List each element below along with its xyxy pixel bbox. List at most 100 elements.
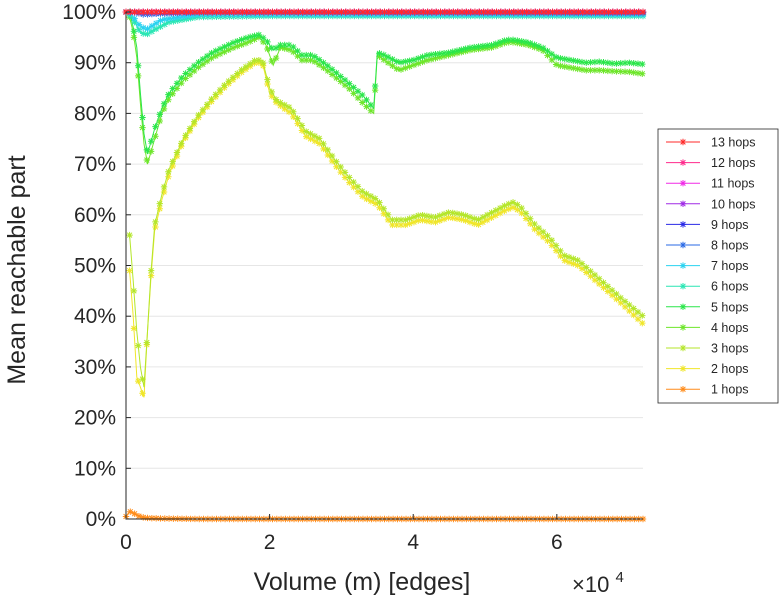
series-marker-4-hops [574, 65, 581, 73]
series-marker-2-hops [389, 221, 396, 229]
series-marker-13-hops [273, 8, 280, 16]
legend-item-13-hops: 13 hops [666, 136, 755, 150]
series-marker-2-hops [595, 280, 603, 288]
legend-item-10-hops: 10 hops [666, 197, 755, 211]
y-tick-label: 80% [74, 102, 116, 125]
series-marker-13-hops [394, 8, 401, 16]
series-marker-1-hops [144, 514, 151, 522]
series-marker-4-hops [350, 90, 357, 97]
series-marker-5-hops [371, 82, 379, 90]
series-marker-5-hops [160, 100, 168, 107]
series-marker-13-hops [433, 8, 440, 16]
series-marker-5-hops [634, 60, 642, 67]
series-marker-5-hops [281, 41, 288, 49]
series-marker-3-hops [380, 205, 387, 212]
series-marker-2-hops [354, 188, 362, 195]
series-marker-4-hops [410, 61, 418, 69]
series-marker-7-hops [140, 24, 147, 31]
series-marker-13-hops [372, 8, 380, 16]
series-marker-4-hops [570, 64, 577, 72]
series-marker-5-hops [242, 34, 250, 42]
series-marker-3-hops [531, 220, 538, 228]
series-marker-5-hops [505, 36, 512, 44]
series-marker-2-hops [384, 216, 392, 224]
series-marker-4-hops [328, 71, 336, 78]
series-marker-5-hops [238, 36, 245, 43]
series-marker-4-hops [402, 64, 409, 72]
series-marker-3-hops [285, 103, 293, 111]
series-marker-4-hops [234, 43, 241, 50]
series-marker-4-hops [432, 55, 439, 62]
series-marker-13-hops [183, 8, 190, 16]
series-marker-13-hops [519, 8, 526, 16]
series-marker-13-hops [320, 8, 328, 16]
series-marker-5-hops [423, 52, 431, 59]
series-marker-2-hops [268, 92, 275, 100]
series-marker-5-hops [203, 52, 211, 60]
series-marker-5-hops [544, 47, 551, 55]
series-marker-13-hops [618, 8, 625, 16]
series-marker-5-hops [561, 55, 568, 63]
series-marker-13-hops [613, 8, 621, 16]
series-marker-2-hops [600, 284, 607, 291]
series-marker-2-hops [514, 206, 521, 213]
series-marker-3-hops [328, 152, 336, 160]
series-line-2-hops [129, 62, 644, 398]
series-marker-3-hops [600, 279, 607, 286]
series-marker-13-hops [316, 8, 324, 16]
series-marker-3-hops [639, 312, 646, 319]
series-marker-13-hops [596, 8, 604, 16]
series-marker-13-hops [579, 8, 586, 16]
series-marker-3-hops [337, 163, 344, 171]
series-marker-3-hops [363, 190, 370, 198]
series-marker-4-hops [393, 65, 400, 72]
series-marker-3-hops [583, 264, 590, 271]
series-marker-2-hops [552, 247, 560, 254]
series-marker-13-hops [407, 8, 414, 16]
y-tick-label: 30% [74, 356, 116, 379]
series-marker-13-hops [312, 8, 319, 16]
series-marker-13-hops [497, 8, 505, 16]
series-marker-1-hops [135, 512, 143, 520]
series-marker-2-hops [315, 140, 323, 147]
series-marker-2-hops [544, 237, 551, 244]
series-marker-13-hops [196, 8, 203, 16]
series-marker-2-hops [406, 220, 413, 227]
y-tick-label: 70% [74, 153, 116, 176]
series-marker-3-hops [169, 158, 176, 165]
series-marker-4-hops [208, 54, 215, 62]
x-axis-multiplier: ×10 4 [572, 569, 624, 597]
series-marker-3-hops [565, 253, 573, 261]
series-marker-3-hops [509, 199, 517, 206]
series-marker-3-hops [186, 125, 194, 132]
series-marker-3-hops [135, 342, 142, 349]
series-marker-5-hops [255, 31, 263, 39]
y-tick-label: 0% [86, 508, 116, 531]
series-marker-4-hops [281, 45, 288, 52]
series-marker-13-hops [583, 8, 591, 16]
series-marker-5-hops [600, 58, 607, 66]
series-marker-3-hops [255, 56, 263, 64]
series-marker-3-hops [595, 275, 603, 283]
series-marker-4-hops [272, 54, 280, 62]
series-marker-3-hops [277, 99, 284, 106]
series-marker-2-hops [583, 269, 590, 276]
series-marker-3-hops [578, 260, 586, 267]
series-marker-4-hops [604, 67, 612, 75]
series-marker-2-hops [415, 217, 422, 224]
series-marker-3-hops [298, 122, 306, 129]
series-marker-13-hops [140, 8, 147, 16]
legend-swatch-marker [679, 200, 687, 207]
series-marker-3-hops [514, 201, 521, 208]
series-marker-4-hops [626, 68, 633, 76]
y-axis-label: Mean reachable part [3, 155, 31, 384]
series-marker-3-hops [587, 268, 594, 275]
series-marker-3-hops [384, 211, 392, 218]
series-marker-2-hops [527, 220, 534, 227]
series-1-hops [122, 508, 647, 523]
series-marker-4-hops [617, 68, 624, 75]
y-tick-label: 50% [74, 255, 116, 278]
series-3-hops [126, 56, 646, 388]
series-marker-13-hops [256, 8, 263, 16]
series-marker-2-hops [419, 217, 426, 224]
